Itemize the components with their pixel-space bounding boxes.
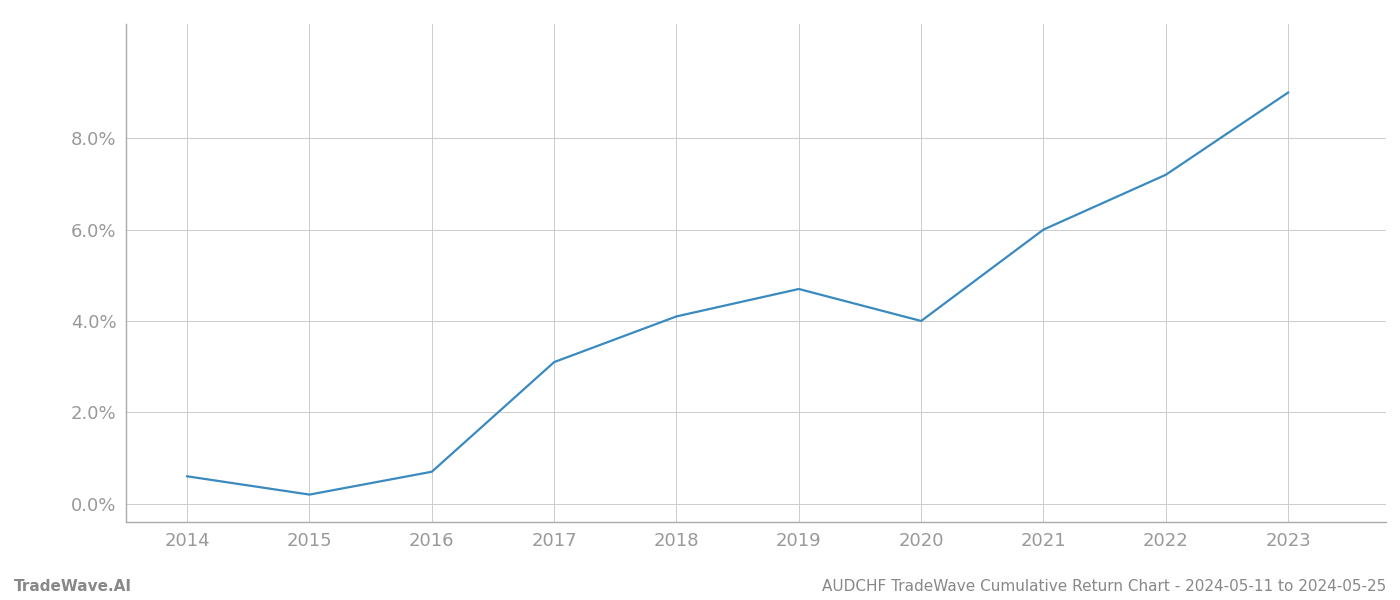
Text: AUDCHF TradeWave Cumulative Return Chart - 2024-05-11 to 2024-05-25: AUDCHF TradeWave Cumulative Return Chart… [822, 579, 1386, 594]
Text: TradeWave.AI: TradeWave.AI [14, 579, 132, 594]
